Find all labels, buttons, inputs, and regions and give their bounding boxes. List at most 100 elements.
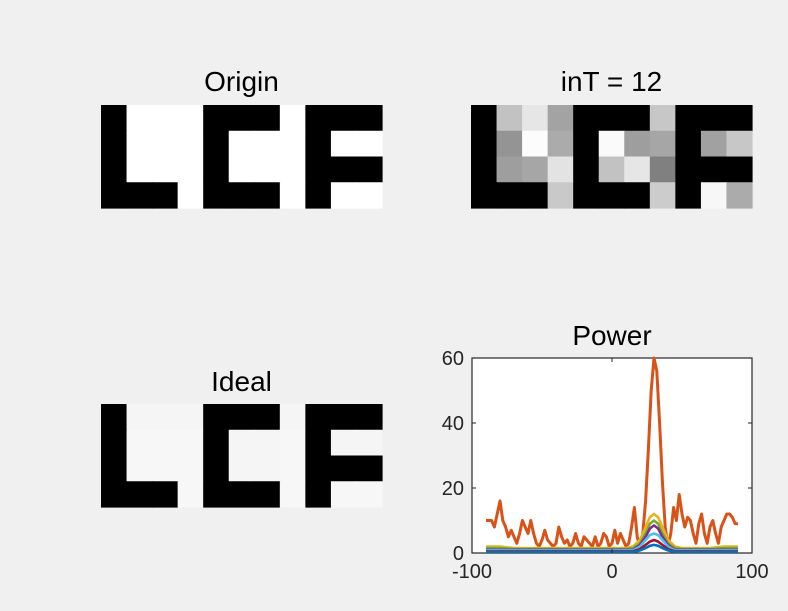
heatmap-cell (522, 182, 549, 209)
heatmap-cell (177, 481, 204, 508)
heatmap-cell (649, 105, 676, 132)
heatmap-cell (496, 182, 523, 209)
heatmap-cell (356, 429, 383, 457)
heatmap-cell (547, 105, 574, 132)
heatmap-cell (330, 130, 358, 158)
ideal-title: Ideal (211, 366, 272, 397)
heatmap-cell (496, 156, 523, 183)
heatmap-cell (279, 455, 306, 482)
heatmap-cell (700, 130, 728, 158)
heatmap-cell (356, 481, 383, 508)
heatmap-cell (177, 130, 204, 158)
heatmap-cell (152, 105, 179, 132)
heatmap-cell (726, 130, 753, 158)
heatmap-cell (330, 156, 358, 183)
heatmap-cell (254, 105, 281, 132)
heatmap-cell (598, 156, 625, 183)
origin-heatmap (101, 105, 383, 209)
heatmap-cell (177, 182, 204, 209)
heatmap-cell (675, 130, 702, 158)
heatmap-cell (279, 156, 306, 183)
heatmap-cell (228, 481, 255, 508)
heatmap-cell (203, 404, 230, 431)
heatmap-cell (203, 156, 230, 183)
heatmap-cell (279, 130, 306, 158)
heatmap-cell (101, 455, 128, 482)
heatmap-cell (254, 130, 281, 158)
heatmap-cell (700, 156, 728, 183)
heatmap-cell (126, 156, 153, 183)
heatmap-cell (522, 156, 549, 183)
heatmap-cell (152, 182, 179, 209)
heatmap-cell (126, 455, 153, 482)
heatmap-cell (228, 130, 255, 158)
ideal-heatmap (101, 404, 383, 508)
heatmap-cell (203, 105, 230, 132)
heatmap-cell (471, 156, 498, 183)
heatmap-cell (228, 156, 255, 183)
power-title: Power (572, 320, 652, 351)
heatmap-cell (203, 455, 230, 482)
series-line (486, 356, 738, 548)
heatmap-cell (305, 105, 332, 132)
heatmap-cell (254, 455, 281, 482)
int-heatmap (471, 105, 753, 209)
heatmap-cell (152, 455, 179, 482)
heatmap-cell (203, 130, 230, 158)
heatmap-cell (649, 182, 676, 209)
heatmap-cell (624, 182, 651, 209)
y-tick-label: 40 (442, 413, 464, 435)
heatmap-cell (573, 156, 600, 183)
heatmap-cell (228, 404, 255, 431)
heatmap-cell (152, 404, 179, 431)
heatmap-cell (726, 156, 753, 183)
plot-area (471, 357, 753, 554)
heatmap-cell (330, 481, 358, 508)
heatmap-cell (675, 182, 702, 209)
heatmap-cell (305, 404, 332, 431)
heatmap-cell (496, 130, 523, 158)
heatmap-cell (598, 182, 625, 209)
heatmap-cell (598, 105, 625, 132)
series-line (486, 543, 738, 553)
heatmap-cell (330, 429, 358, 457)
heatmap-cell (177, 404, 204, 431)
int-title: inT = 12 (560, 66, 663, 97)
heatmap-cell (522, 105, 549, 132)
heatmap-cell (624, 105, 651, 132)
origin-panel: Origin (101, 66, 383, 209)
heatmap-cell (126, 404, 153, 431)
heatmap-cell (305, 455, 332, 482)
heatmap-cell (305, 429, 332, 457)
heatmap-cell (228, 182, 255, 209)
heatmap-cell (305, 130, 332, 158)
heatmap-cell (203, 429, 230, 457)
heatmap-cell (177, 429, 204, 457)
heatmap-cell (547, 182, 574, 209)
heatmap-cell (101, 105, 128, 132)
heatmap-cell (305, 156, 332, 183)
heatmap-cell (228, 429, 255, 457)
heatmap-cell (279, 481, 306, 508)
heatmap-cell (675, 156, 702, 183)
ideal-panel: Ideal (101, 366, 383, 508)
heatmap-cell (330, 404, 358, 431)
heatmap-cell (254, 404, 281, 431)
heatmap-cell (228, 455, 255, 482)
heatmap-cell (254, 156, 281, 183)
heatmap-cell (101, 481, 128, 508)
heatmap-cell (126, 105, 153, 132)
power-panel: Power 0 20 40 60 -100 0 100 (420, 320, 780, 600)
x-tick-label: 0 (606, 561, 617, 583)
heatmap-cell (356, 130, 383, 158)
heatmap-cell (152, 130, 179, 158)
heatmap-cell (700, 105, 728, 132)
heatmap-cell (152, 481, 179, 508)
y-tick-label: 0 (453, 543, 464, 565)
heatmap-cell (177, 156, 204, 183)
int-panel: inT = 12 (471, 66, 753, 209)
heatmap-cell (305, 481, 332, 508)
heatmap-cell (356, 404, 383, 431)
heatmap-cell (573, 105, 600, 132)
